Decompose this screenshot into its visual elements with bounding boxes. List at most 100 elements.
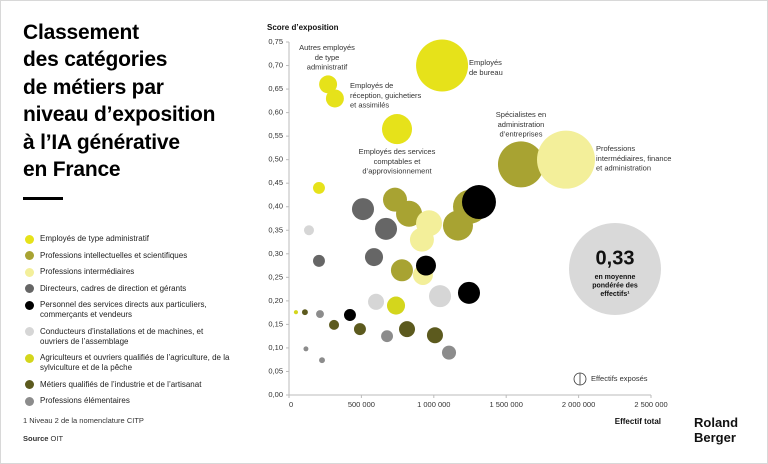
y-tick-label: 0,55 [268, 131, 283, 140]
bubble [303, 346, 309, 352]
legend-item: Agriculteurs et ouvriers qualifiés de l’… [25, 353, 240, 373]
bubble [303, 225, 314, 236]
y-tick-label: 0,60 [268, 108, 283, 117]
annotation: d’entreprises [500, 130, 543, 139]
y-tick-label: 0,35 [268, 225, 283, 234]
average-circle [569, 223, 661, 315]
size-legend-label: Effectifs exposés [591, 374, 648, 383]
source: Source OIT [23, 434, 63, 443]
source-label: Source [23, 434, 49, 443]
legend-label: Professions élémentaires [40, 396, 130, 405]
legend-swatch [25, 353, 34, 363]
title-line: de métiers par [23, 75, 164, 99]
y-tick-label: 0,50 [268, 155, 283, 164]
annotation: Professions [596, 144, 635, 153]
bubble [374, 217, 398, 240]
legend-label: Professions intermédiaires [40, 267, 135, 276]
x-tick-label: 2 000 000 [562, 400, 595, 409]
x-axis-title: Effectif total [615, 417, 661, 426]
source-text: OIT [50, 434, 64, 443]
bubble [416, 39, 469, 92]
title-line: des catégories [23, 48, 168, 72]
y-tick-label: 0,70 [268, 61, 283, 70]
y-tick-label: 0,10 [268, 343, 283, 352]
bubble [461, 185, 496, 220]
bubble [415, 255, 436, 276]
bubble [343, 309, 356, 321]
annotation: et assimilés [350, 101, 389, 110]
bubble [441, 345, 457, 360]
bubble [390, 259, 413, 282]
legend-swatch [25, 267, 34, 277]
annotation: et administration [596, 164, 651, 173]
y-tick-label: 0,75 [268, 37, 283, 46]
annotation: de type [315, 53, 340, 62]
legend-label: Personnel des services directs aux parti… [40, 300, 207, 319]
bubble [368, 293, 385, 310]
y-tick-label: 0,30 [268, 249, 283, 258]
y-tick-label: 0,00 [268, 390, 283, 399]
average-text: pondérée des [592, 282, 638, 289]
footnote: 1 Niveau 2 de la nomenclature CITP [23, 416, 144, 425]
bubble [293, 310, 299, 315]
bubble [537, 130, 596, 189]
legend-label: Métiers qualifiés de l’industrie et de l… [40, 379, 202, 389]
title-line: à l’IA générative [23, 130, 180, 154]
y-tick-label: 0,25 [268, 272, 283, 281]
logo: Roland Berger [694, 415, 738, 445]
y-tick-label: 0,65 [268, 84, 283, 93]
annotation: Employés des services [359, 147, 436, 156]
legend-swatch [25, 380, 34, 389]
bubble [381, 330, 393, 343]
annotation: Employés [469, 58, 502, 67]
y-tick-label: 0,05 [268, 366, 283, 375]
annotation: administratif [307, 63, 348, 72]
annotation: intermédiaires, finance [596, 154, 671, 163]
y-tick-label: 0,20 [268, 296, 283, 305]
legend-label: Directeurs, cadres de direction et géran… [40, 283, 187, 293]
title-line: Classement [23, 21, 139, 44]
x-tick-label: 0 [289, 400, 293, 409]
bubble [396, 200, 423, 227]
legend-label: Professions intellectuelles et scientifi… [40, 250, 188, 260]
annotation: de bureau [469, 68, 503, 77]
x-tick-label: 2 500 000 [634, 400, 667, 409]
legend-item: Professions élémentaires [25, 396, 240, 406]
legend-item: Conducteurs d’installations et de machin… [25, 327, 240, 347]
bubble [351, 198, 375, 221]
title-block: Classement des catégories de métiers par ni… [23, 19, 253, 201]
annotation: réception, guichetiers [350, 91, 422, 100]
legend-label: Conducteurs d’installations et de machin… [40, 326, 204, 346]
average-text: effectifs¹ [600, 291, 630, 298]
bubble [409, 227, 434, 252]
legend-item: Professions intermédiaires [25, 267, 240, 277]
bubble [319, 75, 338, 94]
bubble [313, 181, 325, 194]
legend: Employés de type administratif Profession… [25, 234, 240, 413]
y-tick-label: 0,40 [268, 202, 283, 211]
legend-swatch [25, 396, 34, 406]
bubble [325, 89, 344, 108]
annotation: administration [498, 120, 545, 129]
bubble [382, 114, 413, 145]
bubble [426, 327, 443, 344]
x-tick-label: 1 000 000 [417, 400, 450, 409]
average-value: 0,33 [596, 247, 635, 269]
title-rule [23, 197, 63, 201]
legend-item: Personnel des services directs aux parti… [25, 300, 240, 320]
bubble [364, 248, 384, 267]
legend-label: Employés de type administratif [40, 234, 149, 243]
legend-item: Employés de type administratif [25, 234, 240, 244]
annotation: Employés de [350, 81, 393, 90]
logo-line: Roland [694, 415, 739, 430]
annotation: Spécialistes en [496, 110, 546, 119]
bubble [319, 357, 325, 364]
annotation: comptables et [374, 157, 422, 166]
legend-swatch [25, 327, 34, 336]
annotation: d’approvisionnement [362, 167, 432, 176]
logo-line: Berger [694, 430, 736, 445]
y-tick-label: 0,15 [268, 319, 283, 328]
legend-swatch [25, 284, 34, 293]
